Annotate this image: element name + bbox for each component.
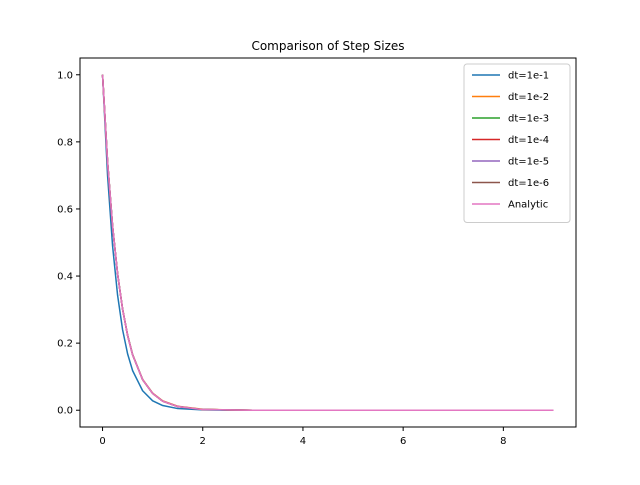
legend: dt=1e-1 dt=1e-2 dt=1e-3 dt=1e-4 dt=1e-5 dt=1e… — [463, 63, 571, 223]
x-tick-label: 0 — [99, 436, 105, 447]
x-tick-label: 4 — [300, 436, 306, 447]
x-tick-label: 6 — [400, 436, 406, 447]
x-tick-label: 8 — [500, 436, 506, 447]
y-tick-label: 0.8 — [57, 137, 73, 148]
x-tick-label: 2 — [200, 436, 206, 447]
legend-label: dt=1e-1 — [508, 71, 549, 82]
series-line-6 — [101, 74, 554, 411]
y-axis: 0.0 0.2 0.4 0.6 0.8 1.0 — [57, 70, 80, 417]
y-tick-label: 0.4 — [57, 272, 73, 283]
legend-label: Analytic — [508, 200, 548, 211]
plot-frame — [79, 57, 577, 428]
legend-label: dt=1e-5 — [508, 157, 549, 168]
series-layer — [101, 74, 554, 411]
legend-label: dt=1e-2 — [508, 92, 549, 103]
x-axis: 0 2 4 6 8 — [99, 427, 507, 447]
chart-title: Comparison of Step Sizes — [251, 39, 404, 53]
y-tick-label: 0.0 — [57, 406, 73, 417]
y-tick-label: 0.6 — [57, 204, 73, 215]
legend-label: dt=1e-4 — [508, 135, 549, 146]
y-tick-label: 1.0 — [57, 70, 73, 81]
legend-label: dt=1e-3 — [508, 114, 549, 125]
legend-label: dt=1e-6 — [508, 178, 549, 189]
y-tick-label: 0.2 — [57, 339, 73, 350]
